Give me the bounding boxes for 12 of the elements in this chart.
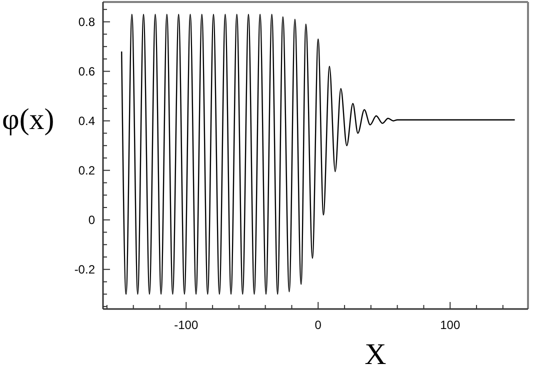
y-tick-label: 0.6 — [78, 64, 96, 78]
x-tick-label: -100 — [174, 318, 198, 332]
y-tick-label: 0.8 — [78, 14, 96, 29]
y-tick-label: -0.2 — [74, 262, 96, 276]
y-axis-title: φ(x) — [2, 102, 54, 136]
x-tick-label: 100 — [440, 318, 460, 332]
x-axis-title: X — [364, 338, 387, 368]
x-tick-label: 0 — [314, 318, 322, 332]
y-tick-label: 0 — [88, 212, 96, 227]
y-tick-label: 0.4 — [78, 114, 96, 128]
line-series — [121, 14, 516, 295]
y-tick-label: 0.2 — [78, 163, 96, 178]
